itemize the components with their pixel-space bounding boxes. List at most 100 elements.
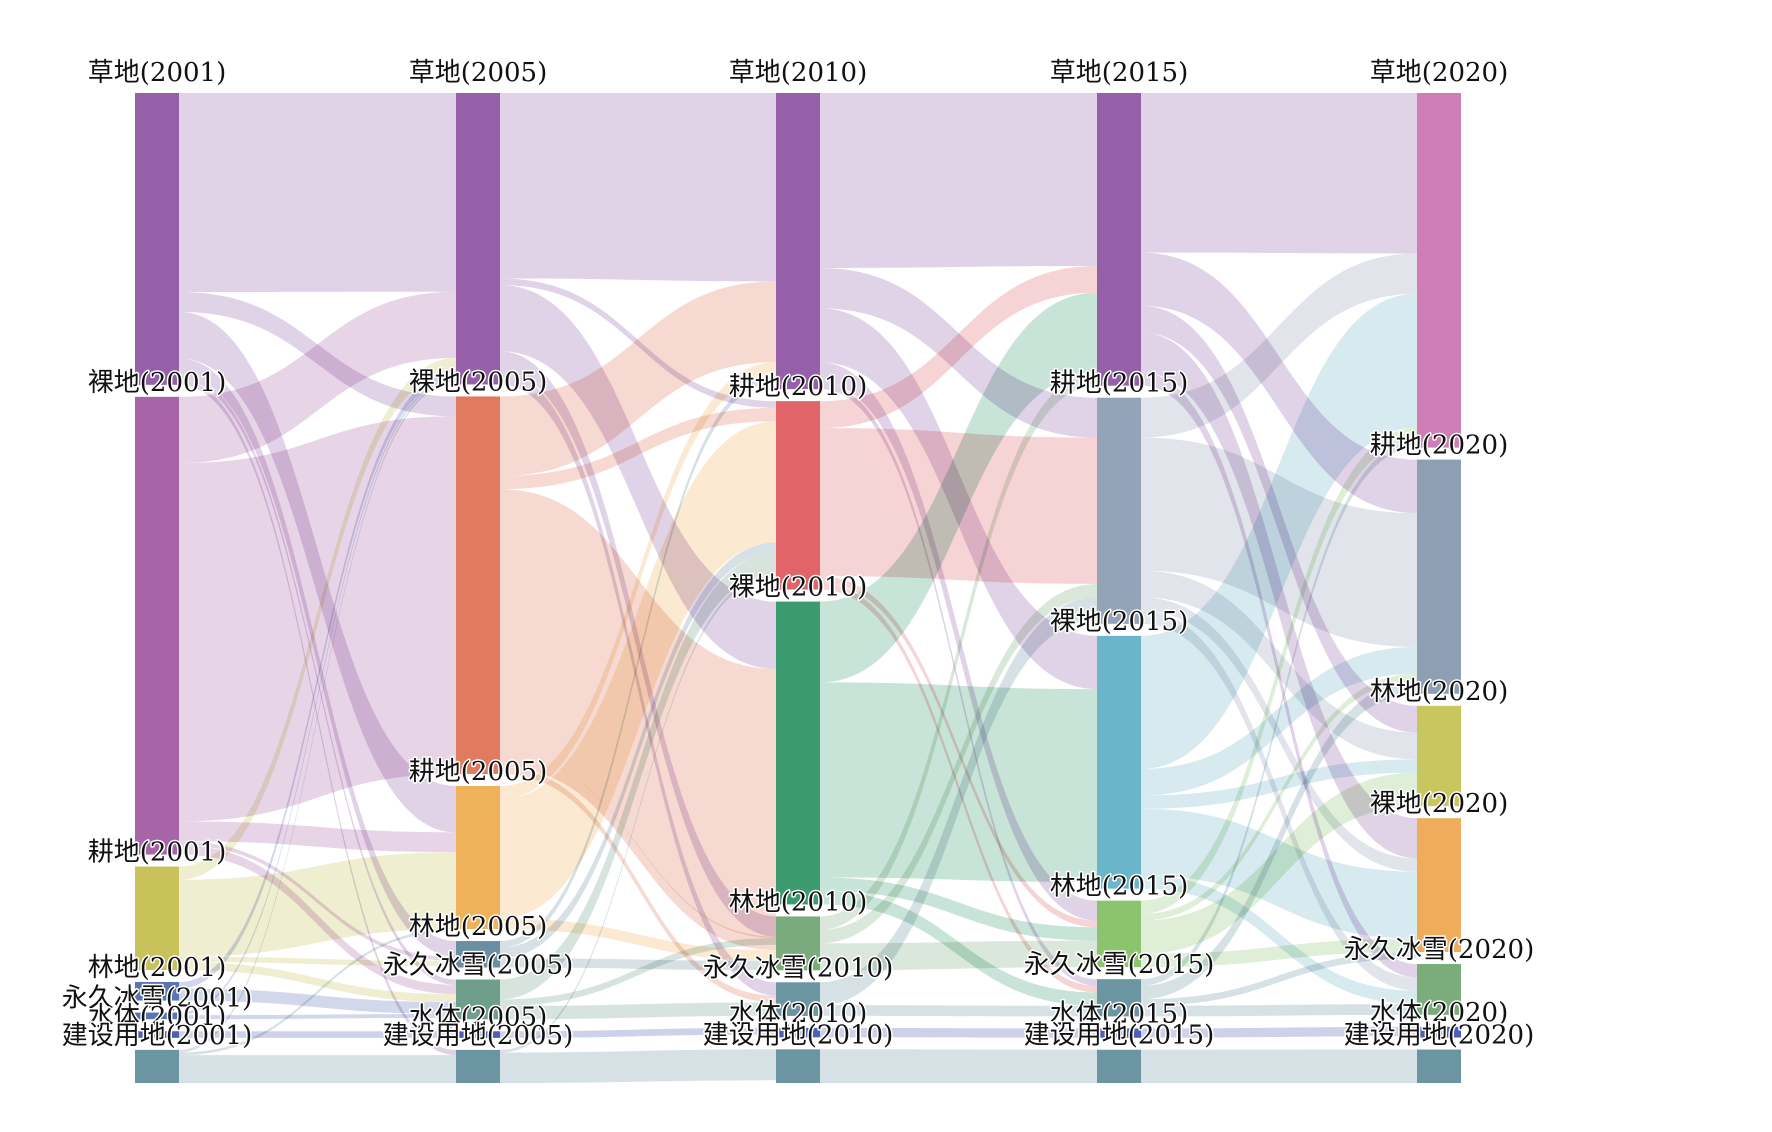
flow-link — [1141, 253, 1417, 438]
flow-link — [500, 754, 776, 951]
flow-link — [179, 962, 456, 1003]
node-label: 永久冰雪(2020) — [1344, 935, 1534, 965]
node-label: 耕地(2001) — [88, 838, 226, 868]
node-bar[interactable] — [456, 785, 500, 930]
flow-link — [179, 821, 456, 853]
flow-link — [179, 1013, 456, 1020]
node-bar[interactable] — [776, 401, 820, 590]
flow-link — [820, 292, 1097, 683]
node-bar[interactable] — [1097, 93, 1141, 386]
node-label: 水体(2020) — [1370, 998, 1508, 1028]
flow-link — [820, 1027, 1097, 1038]
node-label: 水体(2010) — [729, 999, 867, 1029]
flow-link — [1141, 1004, 1417, 1017]
node-label: 永久冰雪(2015) — [1024, 950, 1214, 980]
node-bar[interactable] — [135, 1049, 179, 1083]
node-bar[interactable] — [1097, 397, 1141, 624]
node-bar[interactable] — [1097, 979, 1141, 1017]
node-bar[interactable] — [456, 396, 500, 774]
flow-link — [1141, 759, 1417, 809]
node-label: 裸地(2010) — [729, 573, 867, 603]
node-bar[interactable] — [776, 601, 820, 905]
flow-link — [500, 281, 776, 476]
node-label: 水体(2001) — [88, 1002, 226, 1032]
node-bar[interactable] — [1417, 705, 1461, 807]
node-bar[interactable] — [456, 1031, 500, 1038]
flow-link — [179, 1031, 456, 1038]
node-label: 林地(2001) — [88, 953, 226, 983]
node-bar[interactable] — [456, 1049, 500, 1083]
flow-link — [1141, 1026, 1417, 1038]
flow-link — [820, 265, 1097, 429]
node-bar[interactable] — [135, 866, 179, 970]
flow-link — [1141, 673, 1417, 921]
node-bar[interactable] — [135, 1031, 179, 1038]
node-label: 耕地(2005) — [409, 757, 547, 787]
node-bar[interactable] — [1097, 900, 1141, 968]
flow-link — [820, 583, 1097, 944]
node-bar[interactable] — [456, 979, 500, 1020]
flow-link — [500, 938, 776, 1007]
node-bar[interactable] — [1417, 93, 1461, 448]
flow-link — [500, 362, 776, 800]
node-bar[interactable] — [1097, 635, 1141, 889]
node-bar[interactable] — [1097, 1028, 1141, 1038]
node-bar[interactable] — [135, 396, 179, 855]
node-bar[interactable] — [1097, 1049, 1141, 1083]
node-bar[interactable] — [456, 941, 500, 968]
flow-link — [1141, 772, 1417, 954]
node-label: 建设用地(2010) — [703, 1020, 893, 1050]
node-bar[interactable] — [1417, 963, 1461, 1015]
node-bar[interactable] — [1417, 1049, 1461, 1083]
flow-link — [179, 852, 456, 957]
node-label: 永久冰雪(2010) — [703, 953, 893, 983]
flow-link — [820, 382, 1097, 986]
flow-link — [179, 929, 456, 1056]
node-bar[interactable] — [135, 93, 179, 385]
flow-link — [820, 372, 1097, 930]
nodes-layer — [135, 93, 1461, 1083]
node-label: 建设用地(2001) — [62, 1021, 252, 1051]
flow-link — [179, 1055, 456, 1083]
node-label: 永久冰雪(2001) — [62, 984, 252, 1014]
node-label: 草地(2001) — [88, 58, 226, 88]
node-label: 裸地(2001) — [88, 368, 226, 398]
node-label: 裸地(2005) — [409, 367, 547, 397]
flow-link — [179, 380, 456, 1053]
node-label: 耕地(2020) — [1370, 431, 1508, 461]
node-bar[interactable] — [1417, 818, 1461, 952]
flow-link — [820, 362, 1097, 921]
node-label: 草地(2020) — [1370, 58, 1508, 88]
flow-link — [500, 1027, 776, 1038]
flow-link — [500, 573, 776, 1053]
node-label: 林地(2010) — [729, 887, 867, 917]
node-label: 草地(2010) — [729, 58, 867, 88]
flow-link — [500, 1002, 776, 1020]
labels-layer: 草地(2001) 裸地(2001) 耕地(2001) 林地(2001)永久冰雪(200… — [60, 57, 1535, 1053]
flow-link — [1141, 427, 1417, 914]
node-bar[interactable] — [1417, 1026, 1461, 1038]
node-bar[interactable] — [776, 1027, 820, 1038]
node-bar[interactable] — [776, 916, 820, 971]
node-bar[interactable] — [1417, 459, 1461, 694]
node-bar[interactable] — [135, 981, 179, 1001]
node-bar[interactable] — [776, 982, 820, 1016]
flow-link — [500, 553, 776, 1000]
flow-link — [179, 371, 456, 989]
node-bar[interactable] — [456, 93, 500, 385]
flow-link — [820, 1005, 1097, 1017]
flow-link — [820, 597, 1097, 1006]
node-label: 林地(2015) — [1050, 872, 1188, 902]
flow-link — [500, 407, 776, 490]
flow-link — [820, 1049, 1097, 1083]
node-bar[interactable] — [776, 1049, 820, 1083]
node-bar[interactable] — [135, 1012, 179, 1020]
node-label: 建设用地(2015) — [1024, 1021, 1214, 1051]
flow-link — [179, 291, 456, 464]
flow-link — [179, 956, 456, 967]
flow-link — [1141, 293, 1417, 769]
flow-link — [500, 958, 776, 971]
node-bar[interactable] — [776, 93, 820, 390]
node-label: 裸地(2015) — [1050, 607, 1188, 637]
flow-link — [1141, 440, 1417, 986]
